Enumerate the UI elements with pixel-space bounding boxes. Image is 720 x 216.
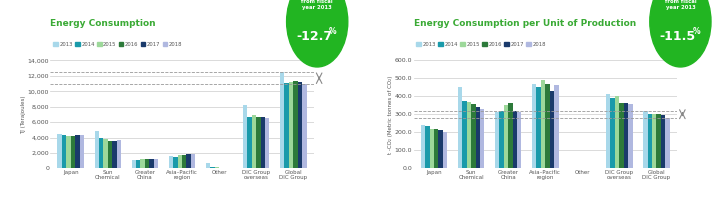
Bar — [536, 87, 541, 168]
Text: Energy Consumption per Unit of Production: Energy Consumption per Unit of Productio… — [413, 19, 636, 28]
Bar — [62, 135, 66, 168]
Bar — [615, 97, 619, 168]
Bar — [293, 81, 297, 168]
Bar — [430, 129, 434, 168]
Bar — [611, 98, 615, 168]
Bar — [619, 103, 624, 168]
Y-axis label: t -CO₂ (Metric tonnes of CO₂): t -CO₂ (Metric tonnes of CO₂) — [388, 75, 393, 154]
Bar — [532, 84, 536, 168]
Bar — [191, 154, 195, 168]
Text: -12.7: -12.7 — [296, 30, 333, 43]
Bar — [94, 132, 99, 168]
Bar — [132, 160, 136, 168]
Bar — [58, 134, 62, 168]
Bar — [80, 135, 84, 168]
Bar — [108, 141, 112, 168]
Bar — [661, 115, 665, 168]
Bar — [647, 114, 652, 168]
Bar — [517, 112, 521, 168]
Bar — [624, 103, 629, 168]
Bar — [256, 117, 261, 168]
Text: from fiscal
year 2013: from fiscal year 2013 — [302, 0, 333, 10]
Bar — [149, 159, 154, 168]
Bar — [284, 83, 289, 168]
Bar — [182, 155, 186, 168]
Bar — [302, 84, 307, 168]
Bar — [289, 82, 293, 168]
Bar — [145, 159, 149, 168]
Bar — [154, 159, 158, 168]
Bar — [280, 72, 284, 168]
Bar — [265, 118, 269, 168]
Text: %: % — [329, 27, 337, 36]
Bar — [504, 105, 508, 168]
Bar — [513, 111, 517, 168]
Bar — [215, 167, 219, 168]
Bar — [104, 139, 108, 168]
Text: from fiscal
year 2013: from fiscal year 2013 — [665, 0, 696, 10]
Bar — [117, 140, 121, 168]
Bar — [186, 154, 191, 168]
Bar — [549, 91, 554, 168]
Text: Energy Consumption: Energy Consumption — [50, 19, 156, 28]
Bar — [629, 104, 633, 168]
Bar — [71, 136, 75, 168]
Bar — [541, 80, 545, 168]
Bar — [554, 85, 559, 168]
Bar — [545, 84, 549, 168]
Bar — [252, 115, 256, 168]
Y-axis label: TJ (Terajoules): TJ (Terajoules) — [21, 95, 26, 134]
Text: -11.5: -11.5 — [660, 30, 696, 43]
Text: %: % — [693, 27, 700, 36]
Bar — [652, 114, 657, 168]
Bar — [606, 94, 611, 168]
Bar — [99, 138, 104, 168]
Bar — [495, 112, 499, 168]
Bar — [480, 109, 485, 168]
Bar — [210, 167, 215, 168]
Bar — [136, 160, 140, 168]
Bar — [206, 163, 210, 168]
Bar — [425, 126, 430, 168]
Bar — [467, 102, 471, 168]
Bar — [178, 155, 182, 168]
Bar — [434, 129, 438, 168]
Bar — [168, 156, 173, 168]
Bar — [475, 107, 480, 168]
Bar — [657, 114, 661, 168]
Bar — [243, 105, 247, 168]
Legend: 2013, 2014, 2015, 2016, 2017, 2018: 2013, 2014, 2015, 2016, 2017, 2018 — [416, 41, 546, 46]
Bar — [643, 111, 647, 168]
Bar — [140, 159, 145, 168]
Bar — [261, 117, 265, 168]
Bar — [508, 103, 513, 168]
Bar — [471, 104, 475, 168]
Bar — [112, 141, 117, 168]
Bar — [75, 135, 80, 168]
Bar — [247, 117, 252, 168]
Legend: 2013, 2014, 2015, 2016, 2017, 2018: 2013, 2014, 2015, 2016, 2017, 2018 — [53, 41, 182, 46]
Bar — [438, 130, 443, 168]
Bar — [665, 118, 670, 168]
Bar — [443, 132, 447, 168]
Bar — [297, 82, 302, 168]
Bar — [66, 136, 71, 168]
Bar — [173, 157, 178, 168]
Bar — [420, 125, 425, 168]
Bar — [499, 111, 504, 168]
Bar — [462, 101, 467, 168]
Bar — [458, 87, 462, 168]
